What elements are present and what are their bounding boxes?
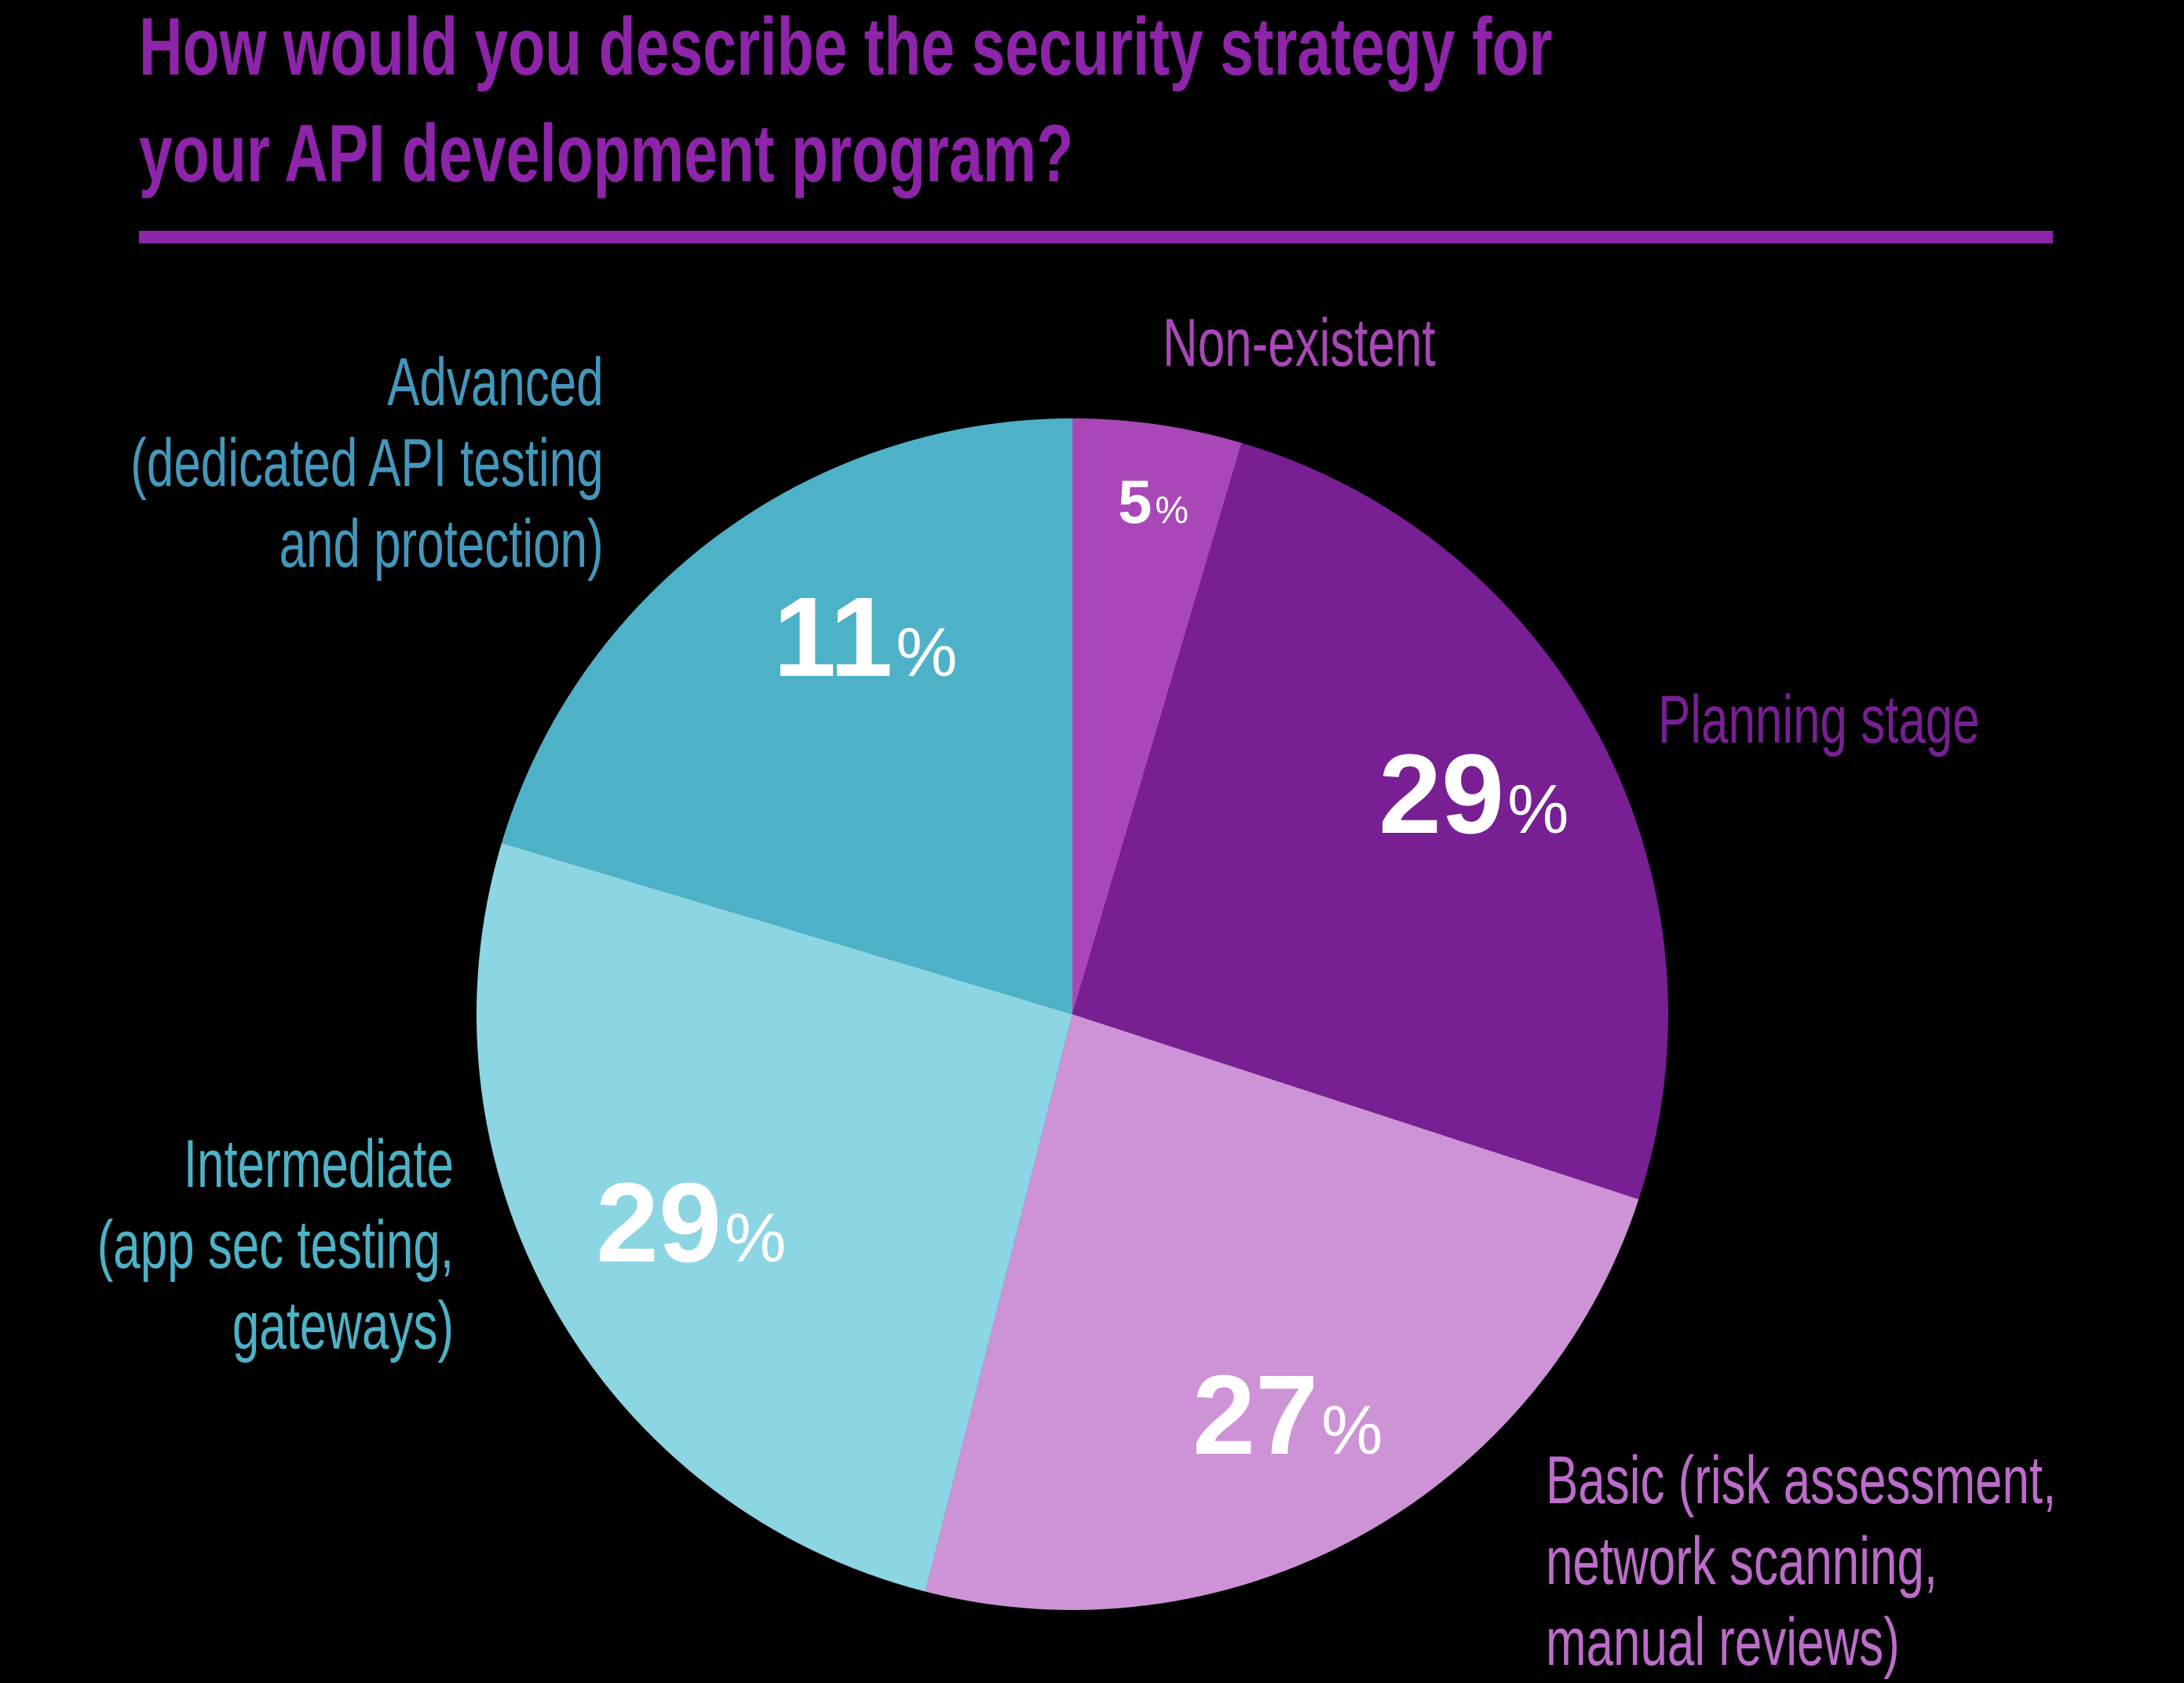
label-advanced: Advanced (dedicated API testing and prot…: [130, 345, 604, 582]
label-planning: Planning stage: [1658, 682, 1980, 758]
pct-planning: 29%: [1379, 731, 1569, 857]
slice-planning: [1072, 443, 1668, 1199]
label-intermediate: Intermediate (app sec testing, gateways): [97, 1126, 454, 1364]
title-line-1: How would you describe the security stra…: [139, 2, 1553, 93]
label-nonexistent: Non-existent: [1163, 305, 1436, 381]
pct-basic: 27%: [1192, 1352, 1383, 1478]
pct-intermediate: 29%: [596, 1159, 787, 1286]
slice-nonexistent: [1072, 418, 1242, 1014]
pie-slices: [477, 418, 1668, 1610]
title-line-2: your API development program?: [139, 108, 1074, 199]
title-divider: [139, 231, 2053, 243]
pct-advanced: 11%: [773, 574, 958, 700]
slice-intermediate: [477, 842, 1072, 1592]
label-basic: Basic (risk assessment, network scanning…: [1546, 1443, 2057, 1680]
chart-title: How would you describe the security stra…: [139, 0, 2049, 207]
slice-basic: [925, 1014, 1639, 1610]
pct-nonexistent: 5%: [1118, 467, 1189, 536]
slice-advanced: [502, 418, 1072, 1014]
